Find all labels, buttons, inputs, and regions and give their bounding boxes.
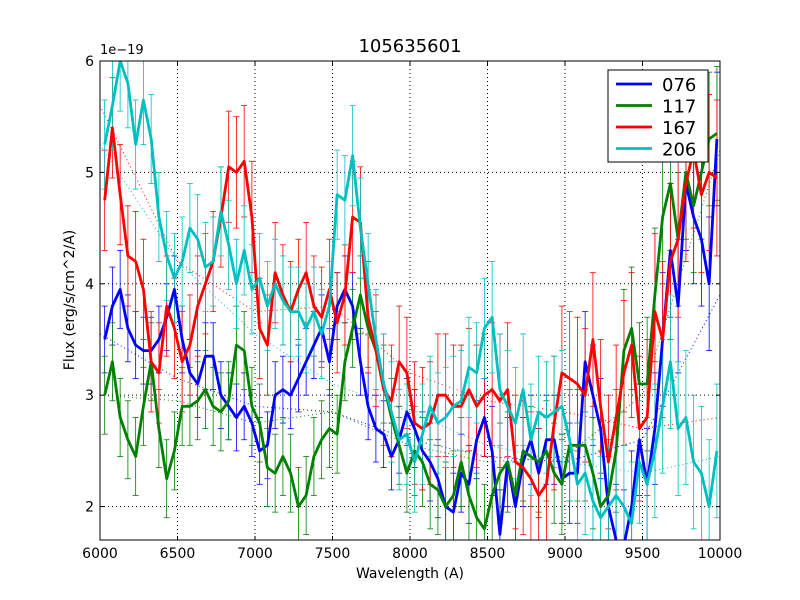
y-axis-label: Flux (erg/s/cm^2/A) (62, 230, 78, 370)
fit-line-206-fit (100, 144, 720, 474)
x-tick-label: 9000 (547, 546, 583, 562)
chart-title: 105635601 (358, 36, 461, 57)
x-tick-label: 6500 (160, 546, 196, 562)
legend-label-167: 167 (662, 118, 696, 139)
plot-content (100, 61, 720, 540)
legend-label-076: 076 (662, 75, 696, 96)
series-line-117 (103, 132, 718, 531)
fit-line-076-fit (100, 294, 720, 463)
y-tick-label: 5 (85, 165, 94, 181)
series-line-206 (103, 61, 719, 525)
y-tick-label: 3 (85, 388, 94, 404)
x-tick-label: 10000 (698, 546, 743, 562)
plot-area: 6000 6500 7000 7500 8000 8500 9000 9500 10000 2 3 4… (82, 54, 743, 562)
series-line-076 (103, 138, 719, 540)
y-tick-label: 2 (85, 500, 94, 516)
x-tick-label: 6000 (82, 546, 118, 562)
series-line-167 (103, 126, 718, 497)
y-tick-label: 4 (85, 277, 94, 293)
ticks (99, 60, 721, 540)
y-offset-label: 1e−19 (100, 43, 144, 58)
y-tick-label: 6 (85, 54, 94, 70)
legend-label-206: 206 (662, 140, 696, 161)
fit-line-167-fit (100, 105, 720, 430)
x-tick-label: 7500 (315, 546, 351, 562)
x-tick-label: 8000 (392, 546, 428, 562)
legend-label-117: 117 (662, 97, 696, 118)
fit-line-117-fit (100, 149, 720, 463)
x-tick-label: 9500 (625, 546, 661, 562)
x-tick-label: 8500 (470, 546, 506, 562)
x-axis-label: Wavelength (A) (356, 566, 464, 582)
x-tick-label: 7000 (237, 546, 273, 562)
